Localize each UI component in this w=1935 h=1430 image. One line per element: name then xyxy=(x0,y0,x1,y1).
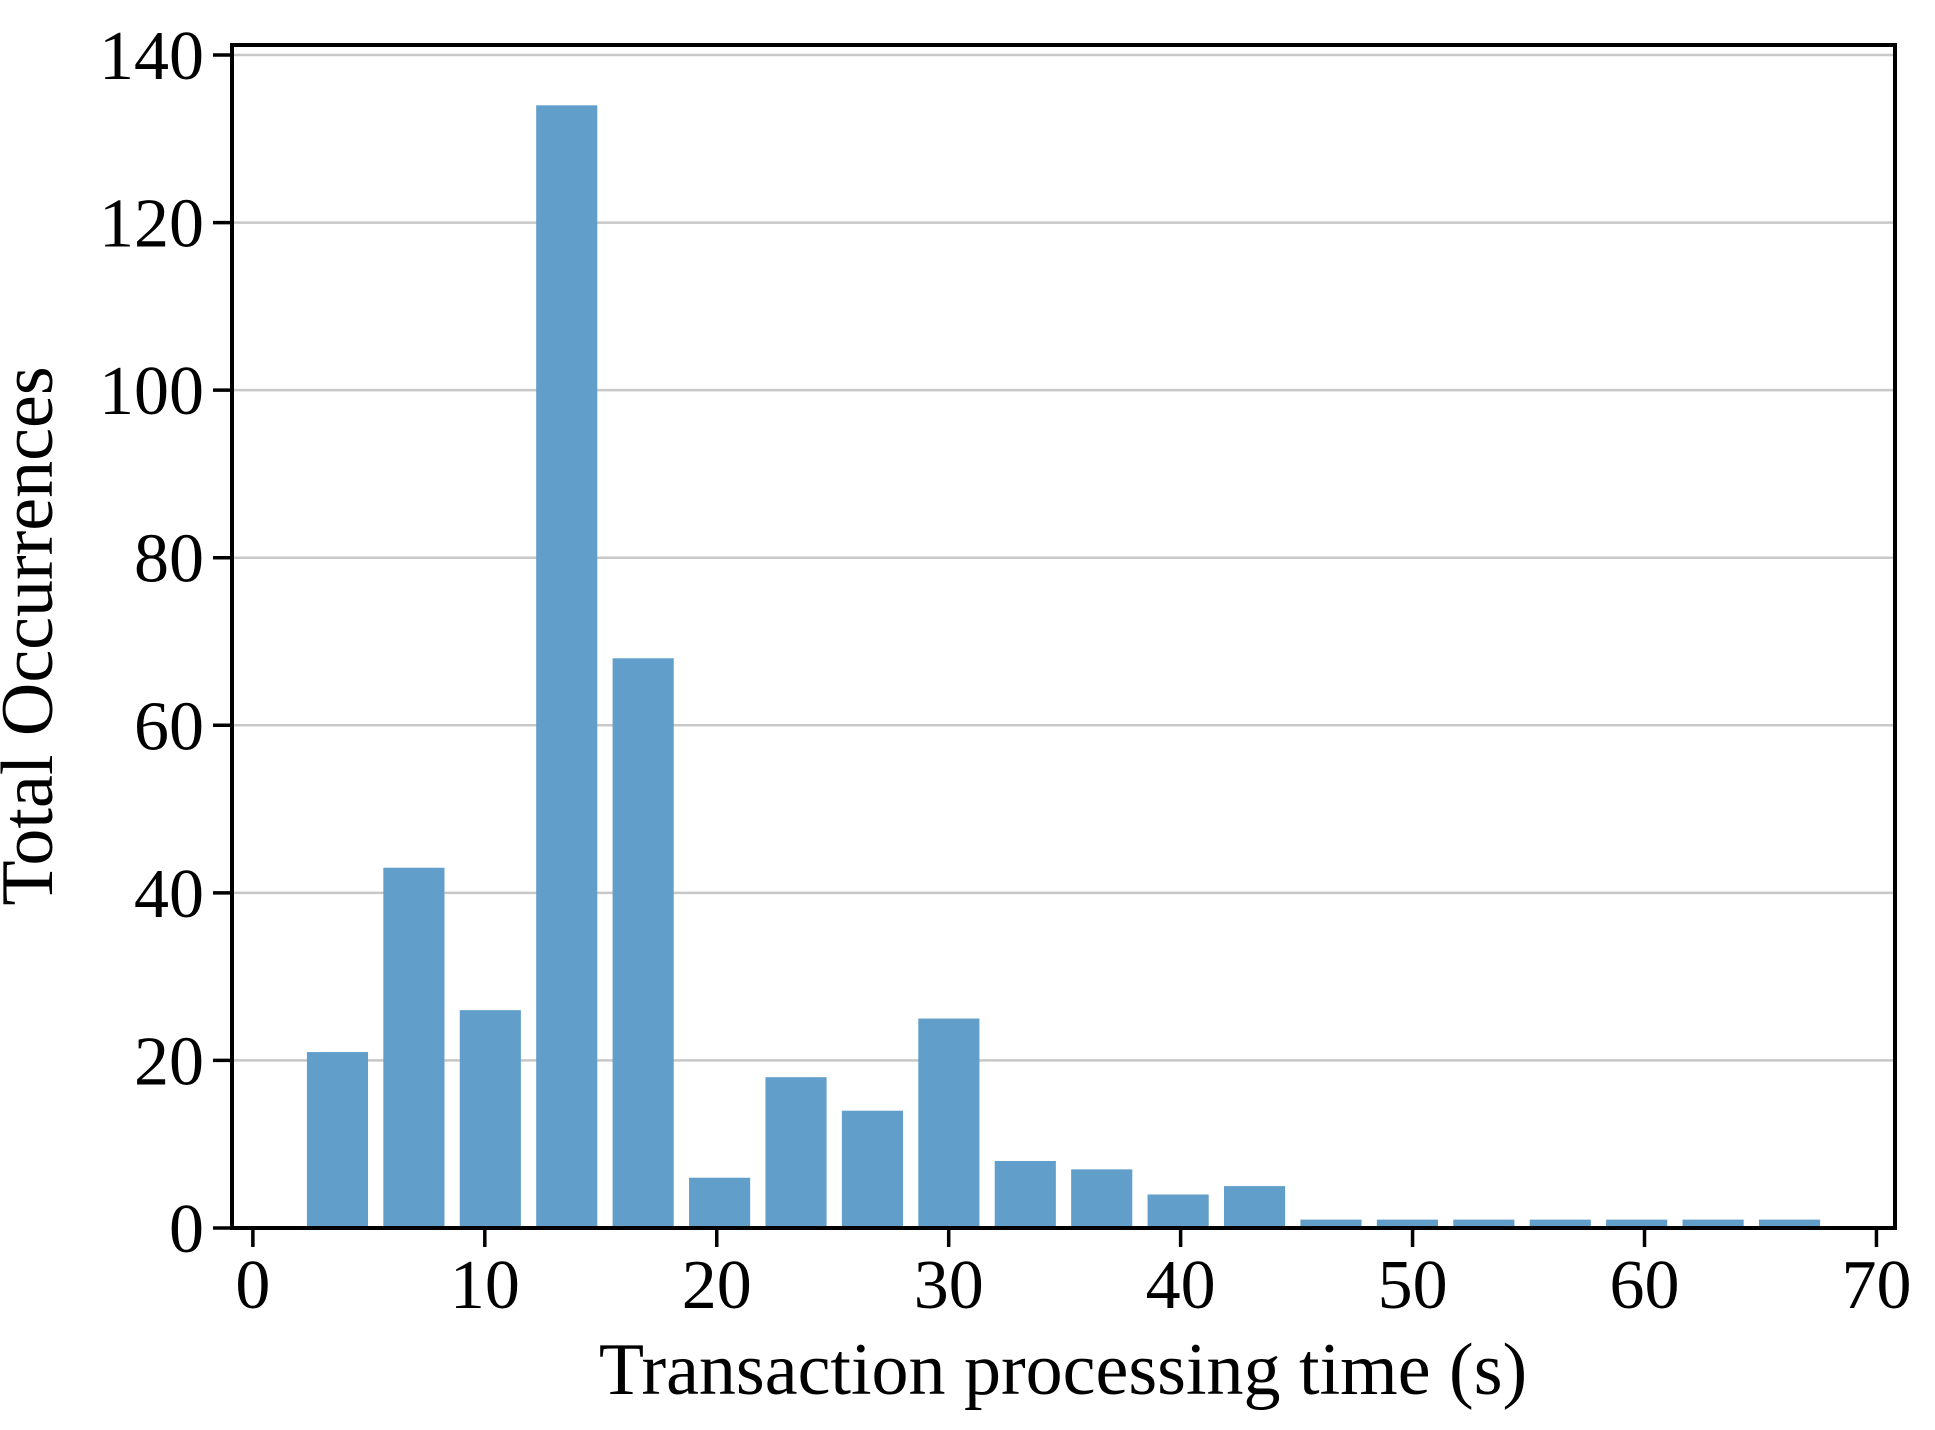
x-tick-label-40: 40 xyxy=(1146,1247,1216,1324)
bar xyxy=(612,658,674,1228)
x-axis-tick-labels: 0 10 20 30 40 50 60 70 xyxy=(235,1247,1911,1324)
gridlines xyxy=(232,53,1895,1062)
x-tick-label-0: 0 xyxy=(235,1247,270,1324)
y-axis-tick-labels: 0 20 40 60 80 100 120 140 xyxy=(99,18,204,1268)
bar xyxy=(536,105,598,1228)
x-tick-label-10: 10 xyxy=(450,1247,520,1324)
bar xyxy=(918,1018,980,1228)
bar xyxy=(1606,1219,1668,1228)
bars xyxy=(306,105,1821,1228)
plot-frame xyxy=(230,43,1897,1230)
y-axis-label: Total Occurrences xyxy=(0,366,69,905)
y-tick-label-120: 120 xyxy=(99,186,204,263)
y-tick-label-60: 60 xyxy=(134,688,204,765)
y-tick-label-100: 100 xyxy=(99,353,204,430)
y-axis-ticks xyxy=(213,53,230,1230)
bar xyxy=(1758,1219,1821,1228)
x-tick-label-30: 30 xyxy=(914,1247,984,1324)
bar xyxy=(383,867,445,1228)
bar xyxy=(765,1077,827,1228)
axes-frame xyxy=(230,43,1897,1230)
bar xyxy=(1147,1194,1209,1228)
bar xyxy=(689,1177,751,1228)
bar xyxy=(1071,1169,1133,1228)
y-tick-label-0: 0 xyxy=(169,1191,204,1268)
bar xyxy=(1223,1186,1286,1228)
bar xyxy=(306,1052,369,1228)
y-tick-label-140: 140 xyxy=(99,18,204,95)
bar xyxy=(1682,1219,1744,1228)
bar xyxy=(1529,1219,1591,1228)
x-tick-label-50: 50 xyxy=(1378,1247,1448,1324)
bar xyxy=(841,1110,904,1228)
y-tick-label-80: 80 xyxy=(134,521,204,598)
y-tick-label-20: 20 xyxy=(134,1023,204,1100)
bar xyxy=(459,1010,521,1228)
x-tick-label-60: 60 xyxy=(1610,1247,1680,1324)
x-axis-label: Transaction processing time (s) xyxy=(599,1329,1527,1411)
bar xyxy=(1453,1219,1515,1228)
y-tick-label-40: 40 xyxy=(134,856,204,933)
bar xyxy=(1300,1219,1362,1228)
bar xyxy=(1376,1219,1438,1228)
x-axis-ticks xyxy=(251,1230,1879,1247)
x-tick-label-70: 70 xyxy=(1841,1247,1911,1324)
x-tick-label-20: 20 xyxy=(682,1247,752,1324)
bar xyxy=(994,1160,1056,1228)
